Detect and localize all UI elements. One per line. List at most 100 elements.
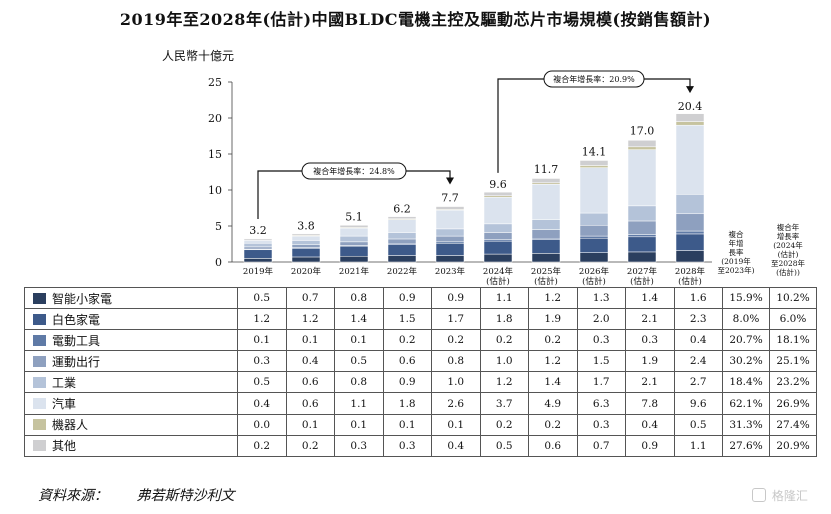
cagr-bubble <box>543 70 645 88</box>
table-value-cell: 0.1 <box>237 329 287 352</box>
bar-segment <box>483 191 513 197</box>
x-tick-label: 2025年 <box>531 266 562 277</box>
table-cagr-cell: 20.9% <box>769 434 817 457</box>
bar-segment <box>387 232 417 240</box>
bar-segment <box>531 178 561 184</box>
series-name: 智能小家電 <box>52 291 113 306</box>
bar-segment <box>387 255 417 263</box>
table-value-cell: 0.2 <box>479 413 529 436</box>
bar-total-label: 6.2 <box>393 202 411 215</box>
bar-segment <box>339 245 369 257</box>
table-value-cell: 0.1 <box>334 413 384 436</box>
table-value-cell: 0.1 <box>431 413 481 436</box>
table-value-cell: 9.6 <box>673 392 723 415</box>
table-cagr-cell: 10.2% <box>769 286 817 310</box>
series-name: 其他 <box>52 439 77 454</box>
table-value-cell: 0.7 <box>285 286 335 310</box>
table-cagr-cell: 8.0% <box>722 308 770 331</box>
bar-segment <box>627 205 657 222</box>
bar-segment <box>579 252 609 263</box>
table-value-cell: 2.4 <box>673 350 723 373</box>
table-value-cell: 0.8 <box>334 371 384 394</box>
bar-segment <box>435 255 465 263</box>
table-value-cell: 1.4 <box>334 308 384 331</box>
bar-segment <box>627 234 657 238</box>
legend-swatch <box>33 292 46 304</box>
table-cagr-cell: 6.0% <box>769 308 817 331</box>
legend-swatch <box>33 419 46 431</box>
table-row: 其他 0.2 0.2 0.3 0.3 0.4 0.5 0.6 0.7 0.9 1.1 27.6% 20.… <box>24 434 817 457</box>
table-value-cell: 1.1 <box>479 286 529 310</box>
table-cagr-cell: 26.9% <box>769 392 817 415</box>
table-value-cell: 2.1 <box>625 371 675 394</box>
bar-segment <box>339 235 369 243</box>
table-value-cell: 1.3 <box>576 286 626 310</box>
table-value-cell: 0.2 <box>237 434 287 457</box>
bar-segment <box>339 255 369 263</box>
cagr-header-2019-2023: (2019年 <box>721 256 751 266</box>
data-table: 智能小家電 0.5 0.7 0.8 0.9 0.9 1.1 1.2 1.3 1.4 1.6 15.9%… <box>24 286 817 457</box>
bar-segment <box>243 238 273 241</box>
x-tick-label: 2027年 <box>627 266 658 277</box>
bar-segment <box>291 240 321 245</box>
table-value-cell: 0.8 <box>431 350 481 373</box>
bar-segment <box>579 165 609 168</box>
table-row: 電動工具 0.1 0.1 0.1 0.2 0.2 0.2 0.2 0.3 0.3 0.4 20.7% 1… <box>24 329 817 352</box>
bar-segment <box>435 228 465 237</box>
table-cagr-cell: 27.4% <box>769 413 817 436</box>
x-tick-label: 2028年 <box>675 266 706 277</box>
stacked-bar-chart: 人民幣十億元 0 5 10 15 20 25 3.2 3.8 5.1 6.2 7.7 9.6 11.7… <box>162 49 806 287</box>
bar-segment <box>339 227 369 237</box>
bar-segment <box>531 219 561 230</box>
x-tick-label: 2023年 <box>435 266 466 277</box>
y-tick-label: 20 <box>208 112 222 125</box>
legend-swatch <box>33 440 46 452</box>
table-cagr-cell: 30.2% <box>722 350 770 373</box>
table-value-cell: 4.9 <box>528 392 578 415</box>
table-row: 工業 0.5 0.6 0.8 0.9 1.0 1.2 1.4 1.7 2.1 2.7 18.4% 23.… <box>24 371 817 394</box>
table-value-cell: 0.3 <box>334 434 384 457</box>
bar-total-label: 9.6 <box>489 178 507 191</box>
table-value-cell: 2.0 <box>576 308 626 331</box>
series-label-cell: 運動出行 <box>24 350 238 373</box>
table-value-cell: 1.0 <box>479 350 529 373</box>
table-value-cell: 0.6 <box>382 350 432 373</box>
bar-segment <box>243 243 273 248</box>
bar-segment <box>483 196 513 225</box>
series-label-cell: 白色家電 <box>24 308 238 331</box>
bar-total-label: 14.1 <box>582 145 607 158</box>
cagr-bubble-text: 複合年增長率：24.8% <box>313 166 395 176</box>
table-value-cell: 0.3 <box>576 413 626 436</box>
table-value-cell: 0.3 <box>382 434 432 457</box>
table-value-cell: 0.9 <box>382 286 432 310</box>
bar-segment <box>531 183 561 220</box>
cagr-header-2024-2028: 複合年 <box>777 222 800 232</box>
cagr-header-2019-2023: 複合 <box>729 229 744 239</box>
table-value-cell: 2.6 <box>431 392 481 415</box>
bar-segment <box>339 225 369 228</box>
table-cagr-cell: 20.7% <box>722 329 770 352</box>
cagr-header-2024-2028: (估計) <box>778 249 799 259</box>
table-value-cell: 0.4 <box>673 329 723 352</box>
bar-segment <box>435 209 465 230</box>
bar-total-label: 7.7 <box>441 192 459 205</box>
watermark: 格隆汇 <box>752 487 808 504</box>
table-value-cell: 0.4 <box>625 413 675 436</box>
cagr-header-2019-2023: 長率 <box>729 247 744 257</box>
x-tick-label: (估計) <box>534 276 558 287</box>
legend-swatch <box>33 398 46 410</box>
table-value-cell: 0.1 <box>382 413 432 436</box>
series-label-cell: 機器人 <box>24 413 238 436</box>
bar-segment <box>387 238 417 244</box>
bar-segment <box>627 146 657 150</box>
table-value-cell: 0.7 <box>576 434 626 457</box>
cagr-arrow-head <box>686 86 694 94</box>
bar-segment <box>243 240 273 244</box>
table-cagr-cell: 25.1% <box>769 350 817 373</box>
table-value-cell: 2.1 <box>625 308 675 331</box>
bar-segment <box>579 235 609 239</box>
table-value-cell: 1.1 <box>673 434 723 457</box>
series-name: 電動工具 <box>52 333 101 348</box>
bar-segment <box>531 229 561 239</box>
x-tick-label: 2020年 <box>291 266 322 277</box>
